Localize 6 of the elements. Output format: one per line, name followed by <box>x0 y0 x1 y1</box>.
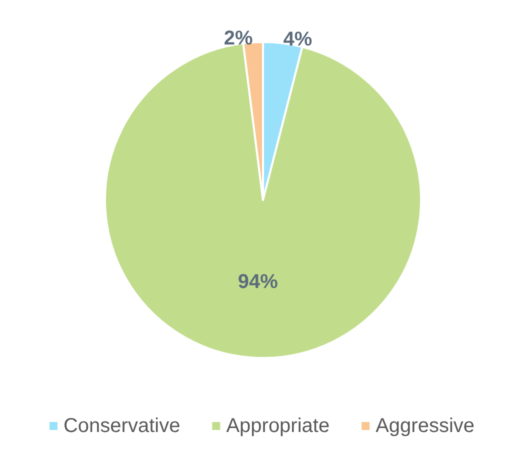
data-label: 4% <box>283 28 312 50</box>
data-label: 94% <box>238 270 278 293</box>
legend-label: Conservative <box>63 415 180 437</box>
legend-label: Aggressive <box>376 415 475 437</box>
legend-label: Appropriate <box>226 415 330 437</box>
data-label: 2% <box>224 27 254 50</box>
